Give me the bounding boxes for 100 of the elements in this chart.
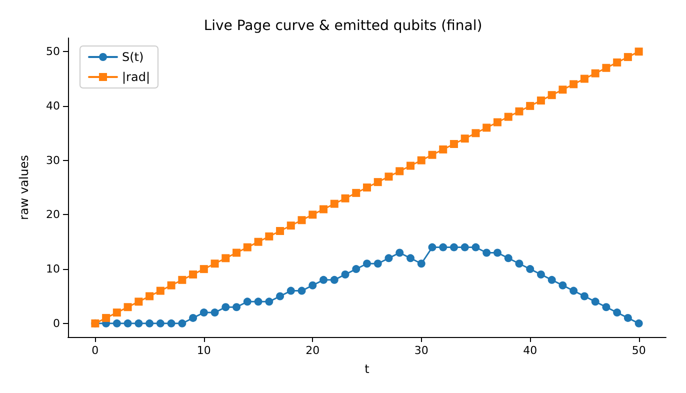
y-tick-label: 30 <box>46 154 60 167</box>
point <box>580 74 588 83</box>
point <box>428 243 436 252</box>
point <box>222 254 230 262</box>
point <box>167 319 176 328</box>
point <box>536 270 545 278</box>
point <box>570 286 578 295</box>
point <box>156 286 164 295</box>
point <box>232 248 241 257</box>
point <box>406 254 414 262</box>
point <box>460 243 469 252</box>
point <box>330 276 338 284</box>
point <box>504 254 512 262</box>
point <box>374 178 382 186</box>
point <box>146 292 154 300</box>
point <box>472 129 480 138</box>
point <box>482 248 491 257</box>
point <box>210 260 219 268</box>
x-tick-label: 50 <box>632 344 646 357</box>
point <box>243 243 252 252</box>
point <box>146 319 154 328</box>
point <box>634 319 643 328</box>
point <box>298 286 306 295</box>
point <box>243 298 252 306</box>
point <box>602 64 610 72</box>
y-tick-label: 50 <box>46 45 60 58</box>
point <box>222 303 230 312</box>
point <box>178 319 186 328</box>
y-tick-label: 10 <box>46 262 60 276</box>
point <box>210 308 219 317</box>
legend-label: S(t) <box>122 50 144 64</box>
x-tick-label: 10 <box>196 344 211 357</box>
chart-title: Live Page curve & emitted qubits (final) <box>204 18 482 34</box>
point <box>276 292 284 300</box>
point <box>384 172 393 181</box>
point <box>439 243 448 252</box>
point <box>178 276 186 284</box>
point <box>558 86 567 94</box>
point <box>613 308 622 317</box>
point <box>570 80 578 88</box>
x-tick-label: 30 <box>414 344 428 357</box>
point <box>439 145 448 154</box>
point <box>265 232 274 240</box>
point <box>286 222 295 230</box>
point <box>591 69 600 78</box>
point <box>254 298 262 306</box>
x-tick-label: 20 <box>306 344 320 357</box>
y-tick-label: 40 <box>46 99 60 112</box>
point <box>515 260 524 268</box>
point <box>624 53 632 62</box>
point <box>134 298 143 306</box>
point <box>320 205 328 214</box>
point <box>374 260 382 268</box>
point <box>189 314 198 322</box>
point <box>613 58 622 66</box>
point <box>548 91 556 100</box>
point <box>102 314 110 322</box>
x-tick-label: 0 <box>92 344 99 357</box>
point <box>265 298 274 306</box>
point <box>308 210 317 219</box>
x-tick-label: 40 <box>523 344 538 357</box>
point <box>112 319 121 328</box>
point <box>363 260 371 268</box>
point <box>493 118 502 126</box>
point <box>167 281 176 290</box>
point <box>254 238 262 246</box>
point <box>112 308 121 317</box>
point <box>200 308 208 317</box>
point <box>515 107 524 116</box>
point <box>156 319 164 328</box>
point <box>417 260 426 268</box>
point <box>450 140 458 148</box>
point <box>526 102 534 110</box>
point <box>460 134 469 143</box>
point <box>580 292 588 300</box>
point <box>536 96 545 105</box>
point <box>624 314 632 322</box>
point <box>482 124 491 132</box>
point <box>450 243 458 252</box>
point <box>396 248 404 257</box>
point <box>428 150 436 159</box>
point <box>406 162 414 170</box>
point <box>417 156 426 164</box>
y-tick-label: 0 <box>53 316 60 330</box>
point <box>352 188 360 197</box>
point <box>493 248 502 257</box>
x-axis-title: t <box>364 362 370 376</box>
point <box>548 276 556 284</box>
point <box>504 112 512 121</box>
point <box>286 286 295 295</box>
point <box>558 281 567 290</box>
point <box>526 265 534 274</box>
point <box>124 319 132 328</box>
point <box>602 303 610 312</box>
point <box>134 319 143 328</box>
point <box>200 265 208 274</box>
point <box>352 265 360 274</box>
point <box>308 281 317 290</box>
point <box>634 48 643 56</box>
point <box>298 216 306 224</box>
